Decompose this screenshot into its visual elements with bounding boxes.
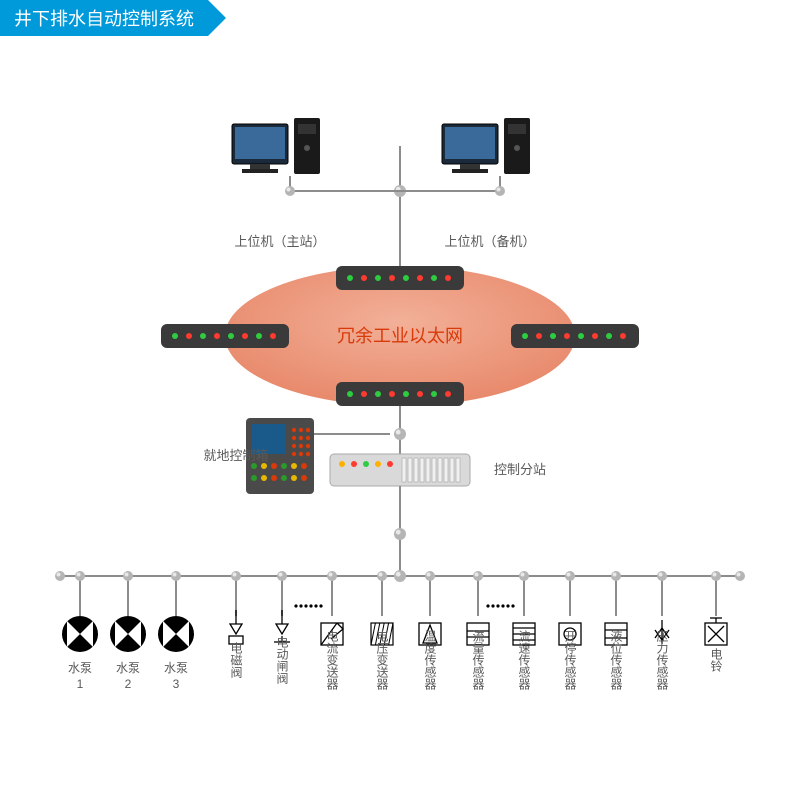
device-label: 电磁阀 <box>229 642 243 679</box>
device-label: 温度传感器 <box>423 630 437 691</box>
diagram-canvas: 上位机（主站） 上位机（备机） 冗余工业以太网控制分站 就地控制箱水泵 1 水泵 2 水泵 3 电… <box>0 36 800 800</box>
device-label: 电流变送器 <box>325 630 339 691</box>
device-bell <box>705 618 727 645</box>
pc-label: 上位机（主站） <box>234 234 325 249</box>
device-label: 电动闸阀 <box>275 636 289 685</box>
local-ctrl-label: 就地控制箱 <box>203 448 268 463</box>
pc-label: 上位机（备机） <box>444 234 535 249</box>
page-title: 井下排水自动控制系统 <box>0 0 208 36</box>
device-label: 压力传感器 <box>655 630 669 691</box>
device-label: 开停传感器 <box>563 630 577 691</box>
pump-label: 水泵 <box>164 661 188 675</box>
network-label: 冗余工业以太网 <box>337 326 463 346</box>
svg-text:1: 1 <box>77 677 84 691</box>
station-label: 控制分站 <box>494 462 546 477</box>
device-label: 电压变送器 <box>375 630 389 691</box>
device-label: 流量传感器 <box>471 630 485 691</box>
device-label: 液位传感器 <box>609 629 623 691</box>
device-label: 电铃 <box>709 648 723 672</box>
svg-text:2: 2 <box>125 677 132 691</box>
device-label: 流速传感器 <box>517 630 531 691</box>
pump-label: 水泵 <box>68 661 92 675</box>
header: 井下排水自动控制系统 <box>0 0 800 36</box>
pump-label: 水泵 <box>116 661 140 675</box>
device-sol <box>229 610 243 644</box>
svg-text:3: 3 <box>173 677 180 691</box>
